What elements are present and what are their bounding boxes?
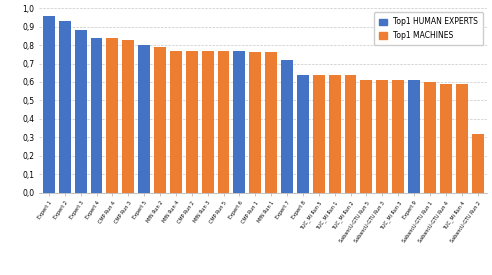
Bar (123, 40, 134, 192)
Bar (217, 51, 229, 192)
Bar (249, 53, 261, 192)
Bar (297, 75, 309, 192)
Bar (344, 75, 357, 192)
Bar (91, 38, 102, 192)
Bar (106, 38, 119, 192)
Bar (281, 60, 293, 192)
Bar (59, 21, 71, 192)
Bar (43, 16, 55, 192)
Bar (170, 51, 182, 192)
Bar (265, 53, 277, 192)
Bar (233, 51, 246, 192)
Bar (329, 75, 340, 192)
Bar (154, 47, 166, 192)
Bar (456, 84, 467, 192)
Bar (408, 80, 420, 192)
Bar (202, 51, 214, 192)
Bar (392, 80, 404, 192)
Bar (424, 82, 436, 192)
Bar (186, 51, 198, 192)
Bar (472, 134, 484, 192)
Legend: Top1 HUMAN EXPERTS, Top1 MACHINES: Top1 HUMAN EXPERTS, Top1 MACHINES (374, 12, 483, 45)
Bar (376, 80, 388, 192)
Bar (361, 80, 372, 192)
Bar (75, 30, 87, 192)
Bar (440, 84, 452, 192)
Bar (313, 75, 325, 192)
Bar (138, 45, 150, 192)
